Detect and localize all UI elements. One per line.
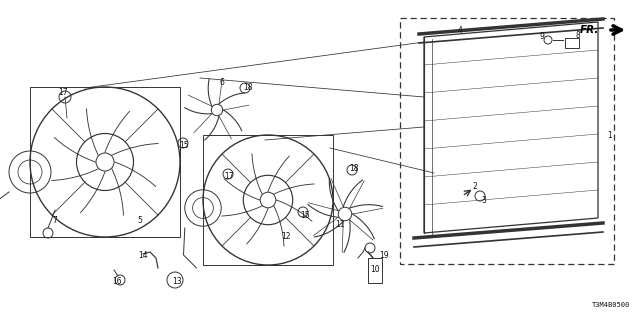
Text: 6: 6 [220, 77, 225, 86]
Text: FR.: FR. [580, 25, 599, 35]
Text: 16: 16 [112, 277, 122, 286]
Text: 18: 18 [243, 83, 253, 92]
Text: 12: 12 [281, 231, 291, 241]
Text: 7: 7 [52, 215, 58, 225]
Bar [368, 258, 382, 283]
Bar [565, 38, 579, 48]
Text: 9: 9 [540, 31, 545, 41]
Text: 14: 14 [138, 251, 148, 260]
Text: 2: 2 [472, 181, 477, 190]
Text: 15: 15 [179, 140, 189, 149]
Text: 5: 5 [138, 215, 143, 225]
Text: 4: 4 [458, 26, 463, 35]
Text: 15: 15 [300, 211, 310, 220]
Bar [400, 18, 614, 264]
Bar [30, 87, 180, 237]
Text: 17: 17 [58, 87, 68, 97]
Text: 8: 8 [575, 30, 580, 39]
Text: 1: 1 [607, 131, 612, 140]
Text: 11: 11 [335, 220, 345, 228]
Text: 18: 18 [349, 164, 359, 172]
Text: 10: 10 [370, 266, 380, 275]
Text: 19: 19 [379, 251, 389, 260]
Text: 13: 13 [172, 277, 182, 286]
Text: T3M4B0500: T3M4B0500 [592, 302, 630, 308]
Bar [203, 135, 333, 265]
Text: 17: 17 [224, 172, 234, 180]
Text: 3: 3 [481, 196, 486, 204]
